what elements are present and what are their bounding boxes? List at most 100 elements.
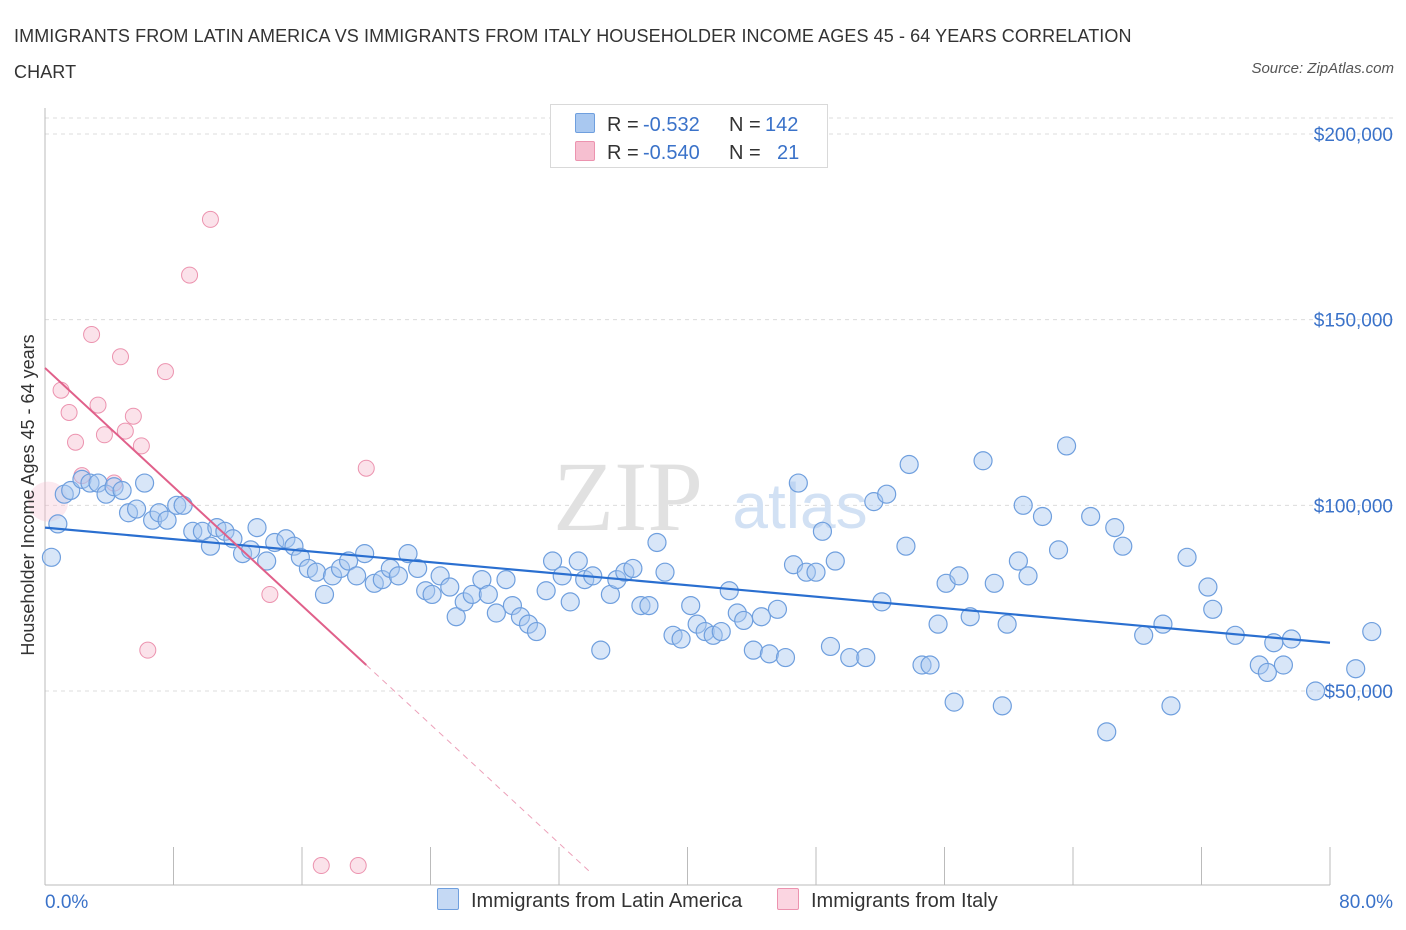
- latin-america-point: [681, 595, 701, 616]
- latin-america-point: [997, 614, 1017, 634]
- latin-america-point: [984, 573, 1004, 593]
- watermark: ZIP atlas: [553, 441, 868, 552]
- italy-point: [312, 857, 330, 875]
- latin-america-point: [775, 647, 796, 668]
- italy-point: [95, 426, 113, 444]
- series-latin-america-points: [41, 436, 1382, 742]
- stats-legend: R = -0.532 N = 142 R = -0.540 N = 21: [550, 104, 828, 168]
- latin-america-point: [899, 454, 919, 475]
- italy-point: [89, 396, 107, 414]
- watermark-zip: ZIP: [553, 441, 703, 552]
- latin-america-point: [454, 592, 474, 612]
- latin-america-point: [1032, 506, 1053, 527]
- italy-point: [132, 437, 150, 455]
- legend-n-label: N =: [729, 114, 761, 136]
- latin-america-point: [877, 484, 897, 504]
- axes: [44, 108, 1331, 886]
- trend-line-italy: [44, 367, 367, 666]
- latin-america-point: [173, 495, 193, 515]
- bottom-legend-label: Immigrants from Italy: [811, 890, 998, 912]
- italy-point: [181, 266, 199, 284]
- legend-r-label: R =: [607, 142, 639, 164]
- bottom-legend-latin-america: Immigrants from Latin America: [437, 888, 742, 916]
- italy-point: [124, 407, 142, 425]
- latin-america-point: [1153, 614, 1173, 634]
- trend-line-italy-extension: [365, 664, 592, 874]
- legend-r-label: R =: [607, 114, 639, 136]
- latin-america-point: [496, 569, 516, 590]
- legend-n-value: 21: [777, 142, 800, 164]
- latin-america-point: [149, 503, 169, 523]
- latin-america-point: [856, 647, 876, 668]
- italy-point: [139, 641, 157, 659]
- latin-america-point: [430, 566, 450, 586]
- latin-america-point: [518, 614, 539, 634]
- latin-america-point: [388, 566, 408, 586]
- latin-america-point: [1203, 599, 1223, 619]
- y-tick-label: $100,000: [1314, 496, 1393, 517]
- latin-america-point: [486, 603, 506, 623]
- latin-america-point: [536, 581, 556, 601]
- chart-title: IMMIGRANTS FROM LATIN AMERICA VS IMMIGRA…: [14, 26, 1132, 82]
- latin-america-point: [960, 607, 980, 627]
- latin-america-point: [812, 521, 833, 541]
- latin-america-point: [338, 551, 359, 571]
- latin-america-point: [743, 640, 763, 660]
- latin-america-point: [1161, 696, 1181, 716]
- latin-america-point: [1305, 681, 1326, 701]
- latin-america-point: [134, 473, 155, 493]
- italy-point: [261, 585, 279, 603]
- latin-america-point: [1113, 536, 1133, 556]
- italy-point: [349, 857, 367, 875]
- latin-america-point: [796, 562, 816, 582]
- latin-america-point: [973, 451, 993, 471]
- italy-point: [111, 348, 129, 366]
- bottom-legend-swatch-pink: [777, 888, 799, 910]
- latin-america-point: [1081, 506, 1101, 527]
- bottom-legend-italy: Immigrants from Italy: [777, 888, 998, 916]
- italy-point: [201, 210, 219, 228]
- latin-america-point: [462, 584, 482, 605]
- latin-america-point: [1257, 662, 1277, 683]
- y-tick-label: $200,000: [1314, 125, 1393, 146]
- latin-america-point: [560, 592, 580, 612]
- latin-america-point: [992, 696, 1012, 716]
- legend-r-value: -0.532: [643, 114, 700, 136]
- latin-america-point: [687, 614, 707, 634]
- latin-america-point: [290, 547, 310, 567]
- bottom-legend-label: Immigrants from Latin America: [471, 890, 743, 912]
- legend-r-value: -0.540: [643, 142, 700, 164]
- latin-america-point: [41, 547, 62, 567]
- italy-point-large: [28, 481, 69, 522]
- latin-america-point: [247, 518, 267, 538]
- latin-america-point: [552, 566, 572, 586]
- latin-america-point: [200, 536, 221, 556]
- latin-america-point: [408, 558, 428, 579]
- latin-america-point: [1273, 655, 1294, 675]
- legend-row-italy: R = -0.540 N = 21: [575, 141, 799, 167]
- latin-america-point: [398, 544, 418, 564]
- latin-america-point: [446, 607, 466, 627]
- latin-america-point: [322, 566, 343, 586]
- latin-america-point: [1018, 566, 1038, 586]
- latin-america-point: [639, 595, 659, 616]
- italy-point: [116, 422, 134, 440]
- y-tick-label: $50,000: [1324, 682, 1393, 703]
- latin-america-point: [1198, 577, 1218, 597]
- latin-america-point: [767, 599, 788, 619]
- latin-america-point: [126, 499, 147, 519]
- latin-america-point: [631, 595, 651, 616]
- latin-america-point: [1249, 655, 1269, 675]
- latin-america-point: [257, 551, 277, 571]
- legend-n-label: N =: [729, 142, 761, 164]
- latin-america-point: [355, 544, 375, 564]
- trend-line-latin-america: [44, 526, 1331, 644]
- latin-america-point: [1008, 551, 1028, 571]
- latin-america-point: [314, 584, 335, 605]
- latin-america-point: [347, 566, 367, 586]
- latin-america-point: [1013, 495, 1033, 515]
- x-tick-label: 0.0%: [45, 892, 88, 913]
- x-tick-labels: 0.0% 80.0%: [45, 892, 1393, 913]
- latin-america-point: [241, 540, 261, 560]
- latin-america-point: [80, 473, 100, 493]
